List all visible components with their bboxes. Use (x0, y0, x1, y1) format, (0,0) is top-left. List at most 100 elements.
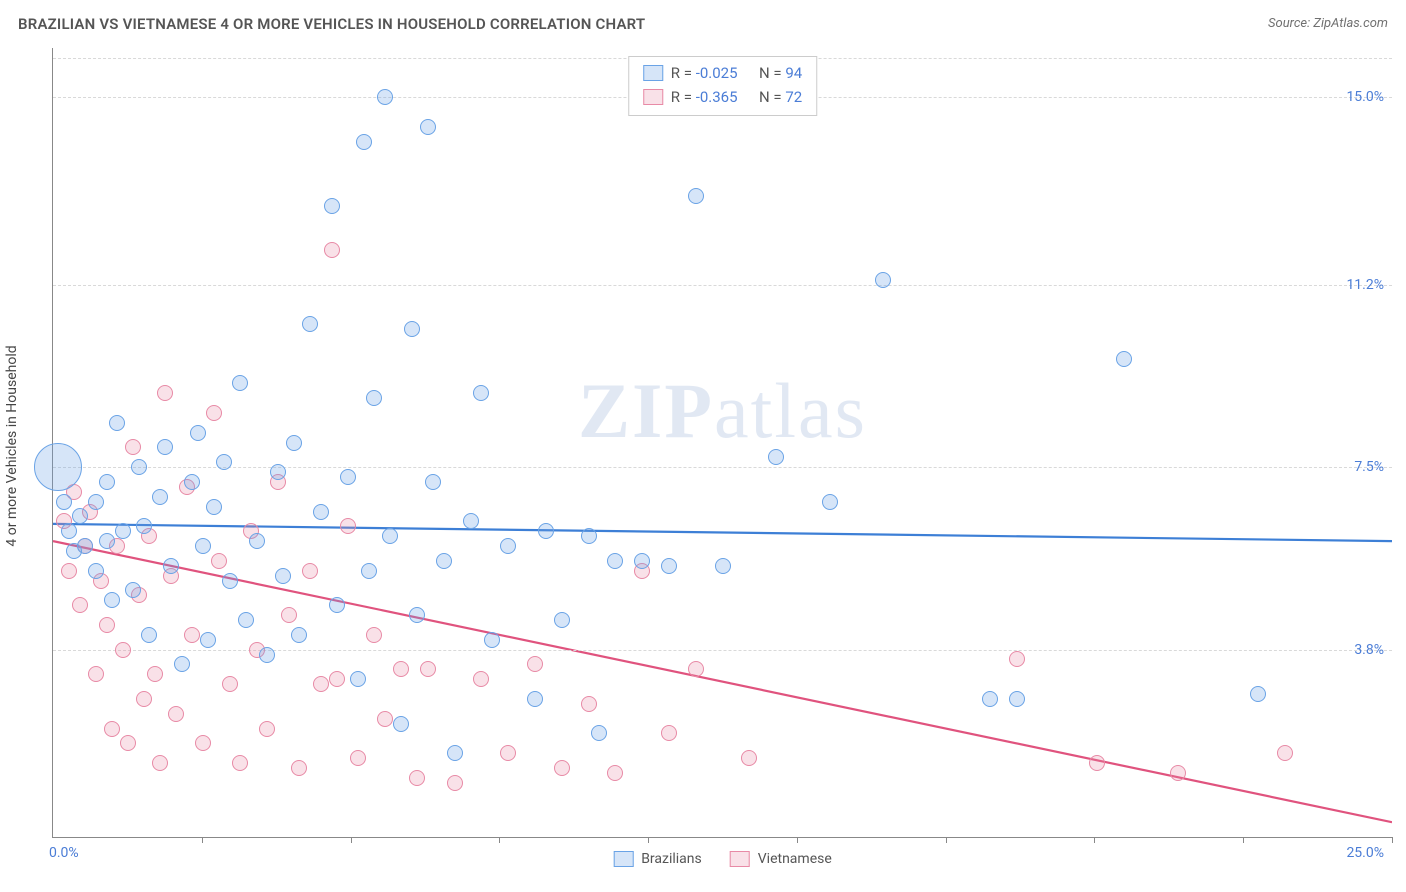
scatter-plot: ZIPatlas R = -0.025 N = 94 R = -0.365 N … (52, 48, 1392, 838)
data-point-vietnamese (136, 691, 152, 707)
data-point-vietnamese (152, 755, 168, 771)
data-point-brazilians (1250, 686, 1266, 702)
data-point-brazilians (393, 716, 409, 732)
x-tick (946, 837, 947, 843)
x-tick (1243, 837, 1244, 843)
data-point-brazilians (329, 597, 345, 613)
data-point-brazilians (982, 691, 998, 707)
x-tick (499, 837, 500, 843)
data-point-brazilians (109, 415, 125, 431)
data-point-brazilians (463, 513, 479, 529)
data-point-vietnamese (88, 666, 104, 682)
data-point-brazilians (163, 558, 179, 574)
data-point-brazilians (157, 439, 173, 455)
data-point-vietnamese (324, 242, 340, 258)
data-point-vietnamese (147, 666, 163, 682)
data-point-vietnamese (741, 750, 757, 766)
data-point-brazilians (125, 582, 141, 598)
data-point-vietnamese (607, 765, 623, 781)
data-point-brazilians (216, 454, 232, 470)
data-point-brazilians (206, 499, 222, 515)
data-point-vietnamese (340, 518, 356, 534)
data-point-brazilians (875, 272, 891, 288)
x-axis-max-label: 25.0% (1346, 845, 1384, 861)
data-point-brazilians (420, 119, 436, 135)
x-tick (797, 837, 798, 843)
data-point-brazilians (822, 494, 838, 510)
data-point-brazilians (1009, 691, 1025, 707)
data-point-brazilians (99, 474, 115, 490)
data-point-vietnamese (1277, 745, 1293, 761)
data-point-brazilians (688, 188, 704, 204)
data-point-vietnamese (168, 706, 184, 722)
data-point-brazilians (104, 592, 120, 608)
data-point-brazilians (34, 443, 82, 491)
data-point-brazilians (77, 538, 93, 554)
data-point-brazilians (238, 612, 254, 628)
data-point-brazilians (484, 632, 500, 648)
data-point-brazilians (136, 518, 152, 534)
data-point-vietnamese (313, 676, 329, 692)
data-point-brazilians (1116, 351, 1132, 367)
data-point-brazilians (366, 390, 382, 406)
data-point-vietnamese (661, 725, 677, 741)
data-point-brazilians (581, 528, 597, 544)
series-legend: Brazilians Vietnamese (613, 851, 832, 867)
data-point-vietnamese (281, 607, 297, 623)
data-point-brazilians (350, 671, 366, 687)
data-point-brazilians (409, 607, 425, 623)
data-point-brazilians (286, 435, 302, 451)
data-point-brazilians (249, 533, 265, 549)
x-axis-min-label: 0.0% (49, 845, 79, 861)
data-point-brazilians (607, 553, 623, 569)
data-point-brazilians (200, 632, 216, 648)
correlation-legend: R = -0.025 N = 94 R = -0.365 N = 72 (628, 56, 818, 116)
data-point-vietnamese (473, 671, 489, 687)
data-point-brazilians (232, 375, 248, 391)
data-point-brazilians (447, 745, 463, 761)
data-point-vietnamese (72, 597, 88, 613)
data-point-brazilians (377, 89, 393, 105)
y-tick-label: 3.8% (1354, 642, 1384, 658)
data-point-vietnamese (125, 439, 141, 455)
data-point-brazilians (302, 316, 318, 332)
data-point-vietnamese (1009, 651, 1025, 667)
data-point-brazilians (291, 627, 307, 643)
data-point-brazilians (436, 553, 452, 569)
data-point-brazilians (356, 134, 372, 150)
data-point-vietnamese (377, 711, 393, 727)
data-point-brazilians (361, 563, 377, 579)
data-point-vietnamese (206, 405, 222, 421)
data-point-brazilians (88, 494, 104, 510)
data-point-brazilians (115, 523, 131, 539)
data-point-vietnamese (581, 696, 597, 712)
data-point-vietnamese (184, 627, 200, 643)
gridline (53, 285, 1392, 286)
data-point-brazilians (591, 725, 607, 741)
data-point-brazilians (174, 656, 190, 672)
data-point-vietnamese (222, 676, 238, 692)
data-point-vietnamese (61, 563, 77, 579)
data-point-vietnamese (1089, 755, 1105, 771)
data-point-brazilians (634, 553, 650, 569)
data-point-brazilians (500, 538, 516, 554)
chart-title: BRAZILIAN VS VIETNAMESE 4 OR MORE VEHICL… (18, 15, 645, 33)
data-point-vietnamese (350, 750, 366, 766)
data-point-vietnamese (211, 553, 227, 569)
x-tick (1392, 837, 1393, 843)
data-point-vietnamese (157, 385, 173, 401)
x-tick (351, 837, 352, 843)
trendlines (53, 48, 1392, 837)
gridline (53, 467, 1392, 468)
data-point-vietnamese (1170, 765, 1186, 781)
data-point-brazilians (88, 563, 104, 579)
swatch-vietnamese (643, 89, 663, 105)
data-point-brazilians (473, 385, 489, 401)
swatch-brazilians (643, 65, 663, 81)
data-point-brazilians (382, 528, 398, 544)
data-point-vietnamese (500, 745, 516, 761)
data-point-vietnamese (393, 661, 409, 677)
data-point-brazilians (768, 449, 784, 465)
data-point-brazilians (131, 459, 147, 475)
data-point-vietnamese (527, 656, 543, 672)
